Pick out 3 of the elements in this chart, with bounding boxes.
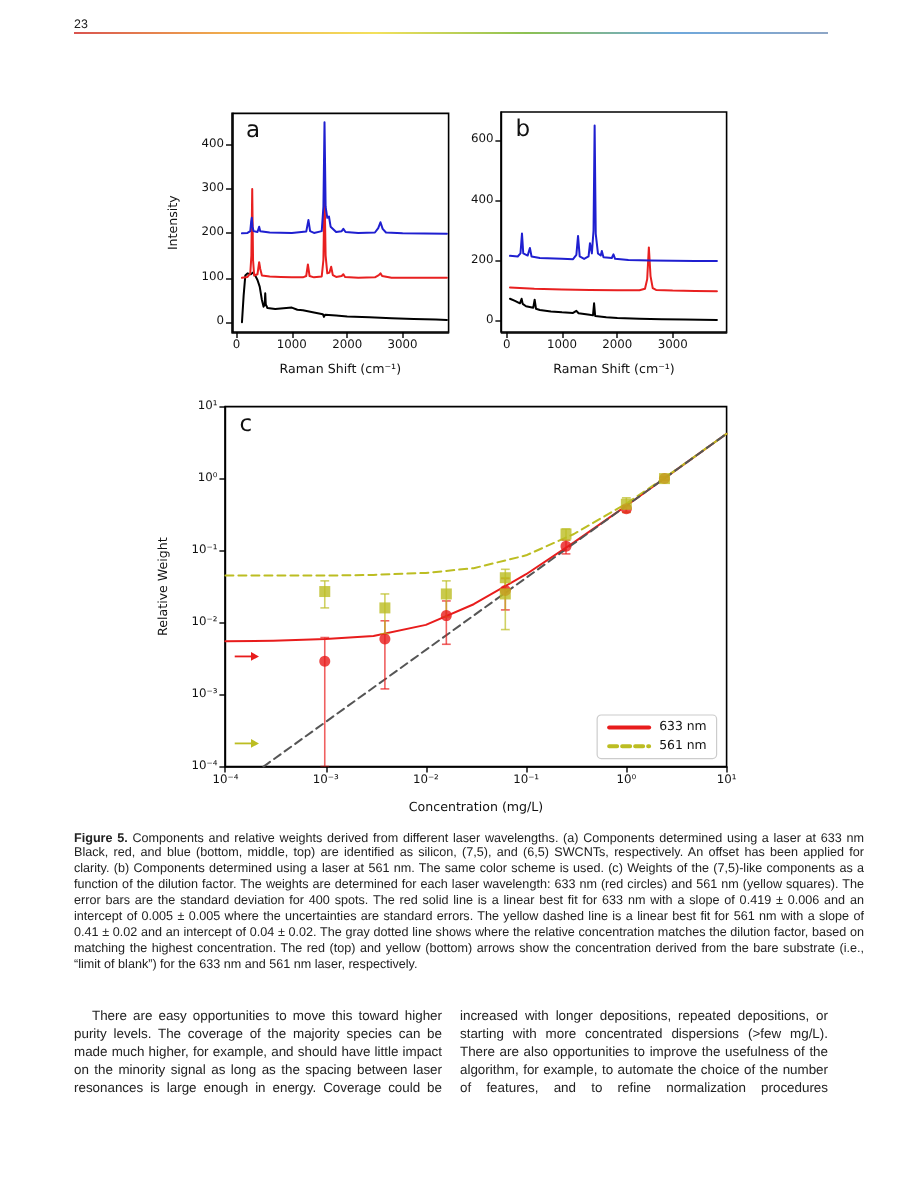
chart-title: a xyxy=(246,115,261,144)
chart-title: b xyxy=(515,114,531,142)
chart-title: c xyxy=(239,408,253,437)
